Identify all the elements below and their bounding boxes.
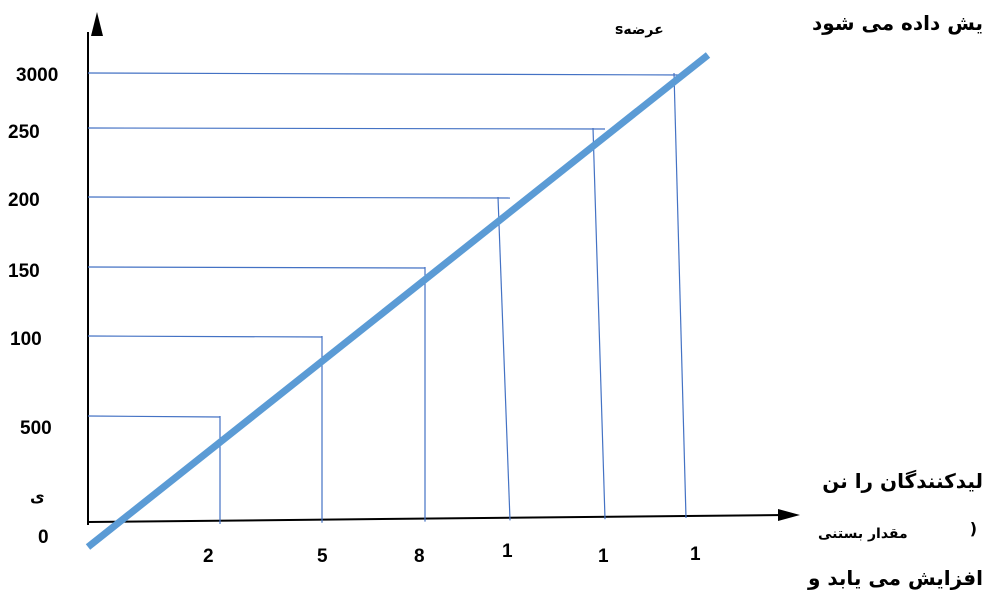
x-axis-label-fragment: ) <box>970 519 977 538</box>
x-tick-label: 1 <box>690 544 701 565</box>
x-tick-labels: 2 5 8 1 1 1 <box>203 541 701 567</box>
y-tick-label: 100 <box>10 329 42 350</box>
y-tick-label: 150 <box>8 261 40 282</box>
y-tick-label: 200 <box>8 190 40 211</box>
guide-horizontal <box>87 127 606 130</box>
x-axis-arrow <box>778 509 800 521</box>
x-axis-label: مقدار بستنی <box>818 526 908 542</box>
y-axis-symbol: ی <box>30 487 45 506</box>
guide-horizontal <box>87 335 323 338</box>
y-tick-label: 250 <box>8 122 40 143</box>
x-tick-label: 5 <box>317 546 328 567</box>
supply-curve-line <box>85 52 711 550</box>
y-tick-label: 3000 <box>16 65 58 86</box>
y-tick-label: 500 <box>20 418 52 439</box>
x-tick-label: 8 <box>414 546 425 567</box>
x-axis <box>87 514 787 523</box>
x-tick-label: 1 <box>598 546 609 567</box>
y-tick-label: 0 <box>38 527 49 548</box>
guide-horizontal <box>87 196 511 199</box>
x-tick-label: 2 <box>203 546 214 567</box>
x-tick-label: 1 <box>502 541 513 562</box>
overlay-text-bottom-right: افزایش می یابد و <box>807 566 983 590</box>
guide-horizontal <box>87 72 687 76</box>
y-axis-arrow <box>91 12 103 36</box>
guide-vertical <box>497 196 511 521</box>
overlay-text-top-right: یش داده می شود <box>812 11 983 35</box>
guide-horizontal <box>87 415 221 418</box>
guide-lines <box>87 72 687 524</box>
y-tick-labels: 0 500 100 150 200 250 3000 <box>8 65 58 548</box>
guide-vertical <box>592 127 606 520</box>
guide-vertical <box>673 72 687 519</box>
guide-horizontal <box>87 266 426 269</box>
supply-curve-label: sعرضه <box>615 22 664 38</box>
overlay-text-mid-right: لیدکنندگان را نن <box>822 469 983 493</box>
